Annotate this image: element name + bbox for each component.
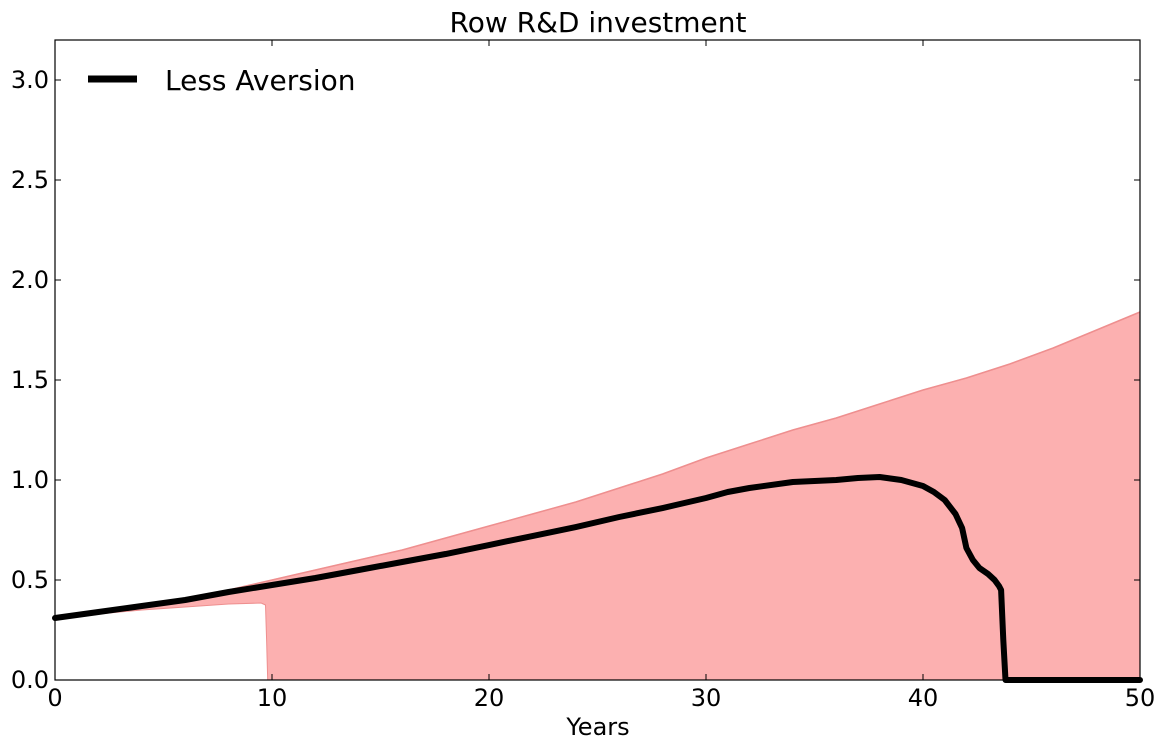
plot-frame (54, 39, 1141, 681)
confidence-band (54, 311, 1141, 681)
plot-area (52, 311, 1143, 683)
x-axis-label: Years (565, 713, 629, 741)
y-tick-label: 1.5 (11, 366, 49, 394)
y-tick-label: 0.0 (11, 666, 49, 694)
legend: Less Aversion (88, 64, 355, 97)
x-tick-label: 30 (691, 684, 722, 712)
y-tick-label: 2.0 (11, 266, 49, 294)
chart-title: Row R&D investment (450, 6, 747, 39)
y-tick-label: 0.5 (11, 566, 49, 594)
x-tick-label: 10 (257, 684, 288, 712)
x-tick-label: 40 (908, 684, 939, 712)
x-tick-label: 50 (1125, 684, 1156, 712)
x-tick-label: 0 (47, 684, 62, 712)
y-tick-label: 2.5 (11, 166, 49, 194)
legend-label-less-aversion: Less Aversion (165, 64, 355, 97)
y-tick-label: 1.0 (11, 466, 49, 494)
y-tick-label: 3.0 (11, 66, 49, 94)
series-line-less-aversion (52, 474, 1143, 683)
y-axis-ticks: 0.0 0.5 1.0 1.5 2.0 2.5 3.0 (11, 66, 1140, 694)
x-axis-ticks: 0 10 20 30 40 50 (47, 40, 1155, 712)
x-tick-label: 20 (474, 684, 505, 712)
